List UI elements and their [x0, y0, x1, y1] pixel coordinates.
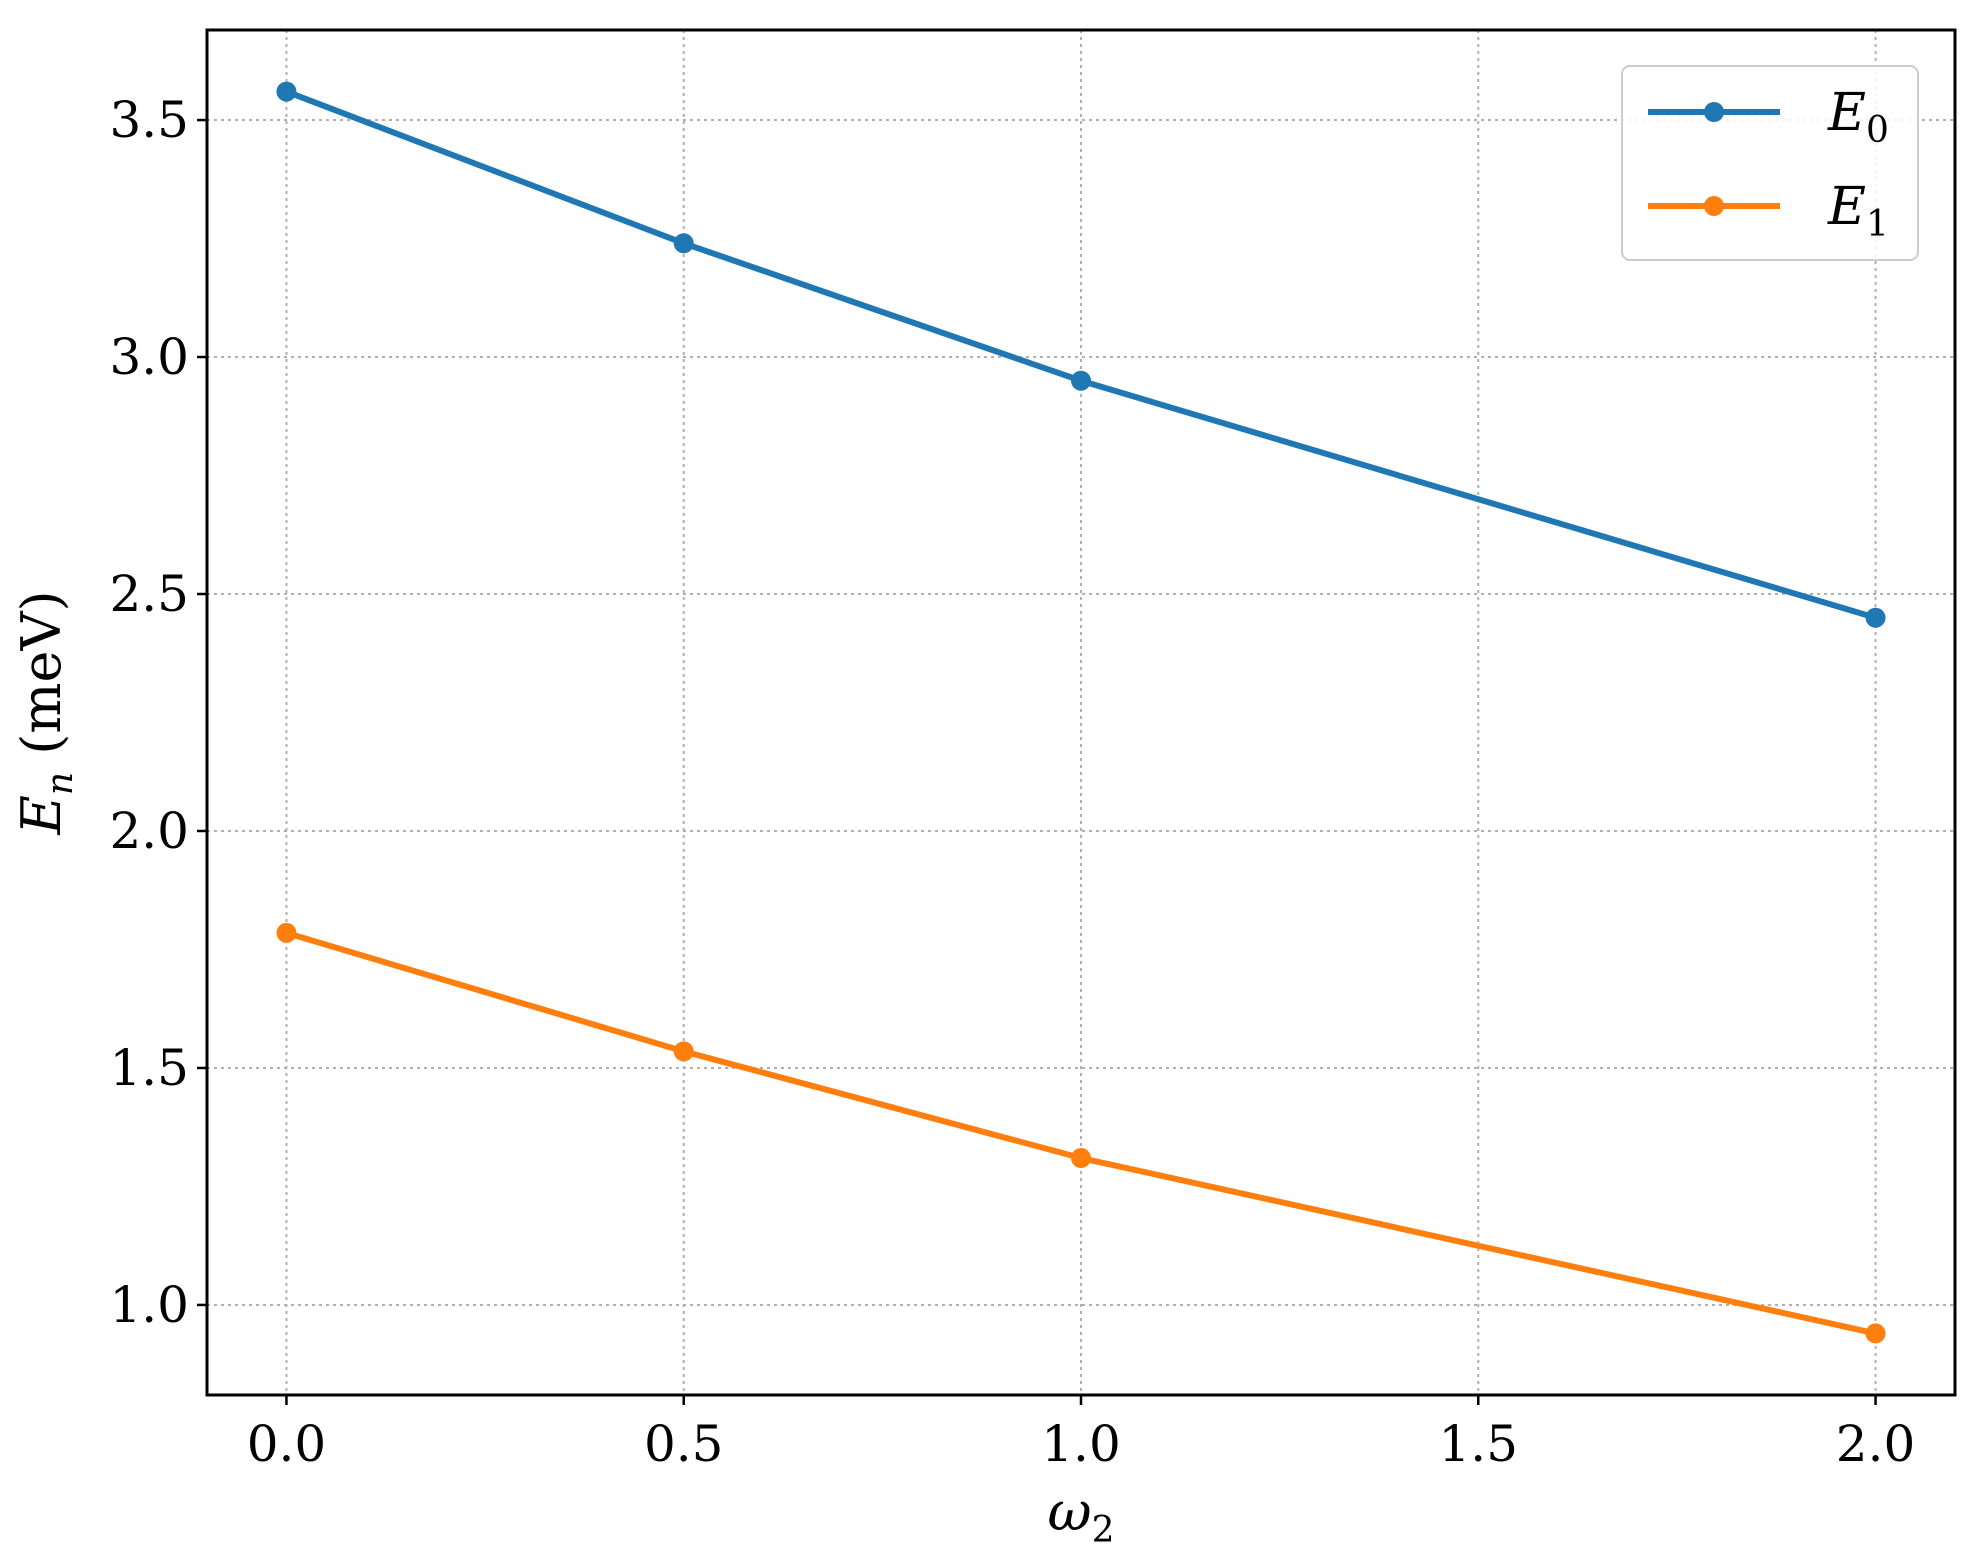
x-axis-label: ω2: [1048, 1480, 1115, 1551]
series-0: [276, 81, 1886, 628]
data-point: [673, 233, 694, 254]
legend-entry: E0: [1648, 83, 1889, 151]
legend-entry: E1: [1648, 177, 1889, 245]
series-line: [283, 929, 1879, 1337]
legend-swatch-marker: [1704, 102, 1724, 122]
data-point: [1865, 1323, 1886, 1344]
data-point: [276, 922, 297, 943]
y-axis-label: En (meV): [10, 590, 81, 835]
series-line: [283, 88, 1879, 621]
x-tick-label: 2.0: [1836, 1415, 1916, 1473]
series-layer: [276, 81, 1886, 1344]
y-tick-label: 3.0: [109, 328, 189, 386]
series-1: [276, 922, 1886, 1344]
y-tick-label: 1.0: [109, 1276, 189, 1334]
x-tick-label: 0.0: [247, 1415, 327, 1473]
x-tick-label: 0.5: [644, 1415, 724, 1473]
y-tick-label: 2.5: [109, 565, 189, 623]
y-tick-label: 2.0: [109, 802, 189, 860]
x-tick-label: 1.0: [1041, 1415, 1121, 1473]
legend-label: E0: [1827, 83, 1889, 151]
y-tick-label: 3.5: [109, 91, 189, 149]
legend-swatch-marker: [1704, 196, 1724, 216]
data-point: [1865, 607, 1886, 628]
ticks: 0.0 0.5 1.0 1.5 2.0 1.0 1.5 2.0 2.5 3.0 3.5: [109, 91, 1915, 1473]
data-point: [1071, 1148, 1091, 1169]
data-point: [276, 81, 297, 102]
data-point: [673, 1041, 694, 1062]
x-tick-label: 1.5: [1439, 1415, 1519, 1473]
data-point: [1071, 370, 1091, 391]
y-tick-label: 1.5: [109, 1039, 189, 1097]
legend-label: E1: [1827, 177, 1889, 245]
